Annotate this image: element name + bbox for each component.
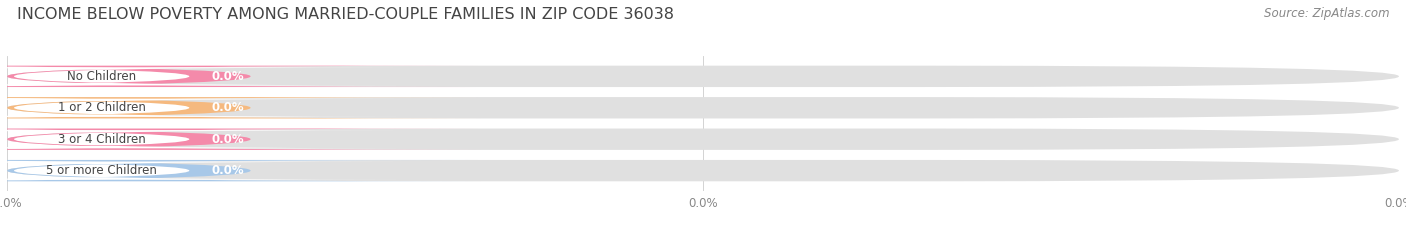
- Text: 5 or more Children: 5 or more Children: [46, 164, 157, 177]
- FancyBboxPatch shape: [0, 99, 416, 117]
- Text: 0.0%: 0.0%: [211, 133, 243, 146]
- Text: 0.0%: 0.0%: [211, 164, 243, 177]
- FancyBboxPatch shape: [7, 97, 1399, 118]
- Text: 0.0%: 0.0%: [211, 101, 243, 114]
- FancyBboxPatch shape: [0, 129, 481, 150]
- FancyBboxPatch shape: [7, 160, 1399, 181]
- FancyBboxPatch shape: [0, 67, 416, 86]
- Text: INCOME BELOW POVERTY AMONG MARRIED-COUPLE FAMILIES IN ZIP CODE 36038: INCOME BELOW POVERTY AMONG MARRIED-COUPL…: [17, 7, 673, 22]
- Text: No Children: No Children: [67, 70, 136, 83]
- Text: 0.0%: 0.0%: [211, 70, 243, 83]
- Text: Source: ZipAtlas.com: Source: ZipAtlas.com: [1264, 7, 1389, 20]
- FancyBboxPatch shape: [0, 160, 481, 181]
- FancyBboxPatch shape: [0, 97, 481, 118]
- Text: 1 or 2 Children: 1 or 2 Children: [58, 101, 146, 114]
- FancyBboxPatch shape: [7, 129, 1399, 150]
- FancyBboxPatch shape: [0, 66, 481, 87]
- FancyBboxPatch shape: [7, 66, 1399, 87]
- Text: 3 or 4 Children: 3 or 4 Children: [58, 133, 146, 146]
- FancyBboxPatch shape: [0, 130, 416, 148]
- FancyBboxPatch shape: [0, 161, 416, 180]
